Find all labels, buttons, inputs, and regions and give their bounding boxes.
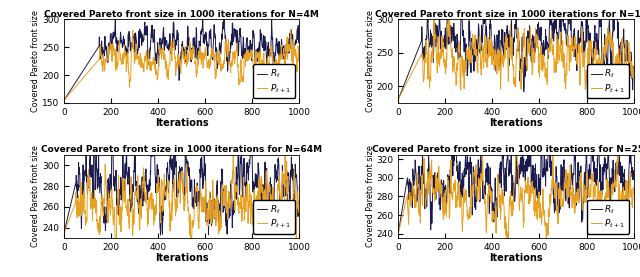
$P_{t+1}$ <box>295 185 303 188</box>
$R_t$ <box>248 59 255 62</box>
$P_{t+1}$ <box>156 49 163 53</box>
$R_t$ <box>222 38 230 41</box>
$P_{t+1}$ <box>164 179 172 183</box>
$P_{t+1}$ <box>243 54 251 57</box>
$R_t$ <box>157 234 164 237</box>
$P_{t+1}$ <box>614 143 621 146</box>
Title: Covered Pareto front size in 1000 iterations for N=16M: Covered Pareto front size in 1000 iterat… <box>376 10 640 19</box>
$R_t$ <box>84 178 92 182</box>
Line: $R_t$: $R_t$ <box>64 131 299 235</box>
$R_t$ <box>578 23 586 26</box>
$P_{t+1}$ <box>156 190 163 194</box>
$R_t$ <box>156 53 163 57</box>
$P_{t+1}$ <box>164 70 172 74</box>
$R_t$ <box>490 215 497 218</box>
$P_{t+1}$ <box>444 15 452 18</box>
$R_t$ <box>630 65 637 68</box>
$R_t$ <box>419 35 426 38</box>
$R_t$ <box>578 220 586 224</box>
$R_t$ <box>164 172 172 175</box>
Title: Covered Pareto front size in 1000 iterations for N=256M: Covered Pareto front size in 1000 iterat… <box>372 145 640 154</box>
$P_{t+1}$ <box>490 211 497 215</box>
$R_t$ <box>556 25 564 29</box>
$P_{t+1}$ <box>578 28 586 31</box>
$R_t$ <box>490 57 497 61</box>
$P_{t+1}$ <box>287 27 294 31</box>
$P_{t+1}$ <box>84 185 92 189</box>
Line: $R_t$: $R_t$ <box>64 16 299 100</box>
$R_t$ <box>244 52 252 55</box>
Y-axis label: Covered Pareto front size: Covered Pareto front size <box>31 145 40 247</box>
$P_{t+1}$ <box>498 200 506 203</box>
$R_t$ <box>244 164 252 168</box>
$R_t$ <box>394 98 402 101</box>
X-axis label: Iterations: Iterations <box>489 118 543 128</box>
$P_{t+1}$ <box>248 214 256 217</box>
$P_{t+1}$ <box>582 73 590 76</box>
$P_{t+1}$ <box>84 71 92 74</box>
Line: $P_{t+1}$: $P_{t+1}$ <box>64 150 299 259</box>
$P_{t+1}$ <box>60 231 68 235</box>
Title: Covered Pareto front size in 1000 iterations for N=4M: Covered Pareto front size in 1000 iterat… <box>44 10 319 19</box>
$P_{t+1}$ <box>490 47 497 50</box>
$R_t$ <box>630 178 637 181</box>
Legend: $R_t$, $P_{t+1}$: $R_t$, $P_{t+1}$ <box>587 200 629 234</box>
$R_t$ <box>295 36 303 39</box>
Line: $R_t$: $R_t$ <box>398 0 634 99</box>
Legend: $R_t$, $P_{t+1}$: $R_t$, $P_{t+1}$ <box>253 200 295 234</box>
$R_t$ <box>452 126 460 129</box>
$P_{t+1}$ <box>244 201 252 204</box>
$R_t$ <box>111 15 119 18</box>
$P_{t+1}$ <box>229 148 237 152</box>
$R_t$ <box>248 150 256 153</box>
$R_t$ <box>498 165 506 169</box>
$R_t$ <box>498 39 506 43</box>
$P_{t+1}$ <box>394 232 402 235</box>
X-axis label: Iterations: Iterations <box>155 118 209 128</box>
$P_{t+1}$ <box>248 53 255 56</box>
X-axis label: Iterations: Iterations <box>155 253 209 263</box>
$R_t$ <box>60 231 68 235</box>
$P_{t+1}$ <box>295 59 303 62</box>
Title: Covered Pareto front size in 1000 iterations for N=64M: Covered Pareto front size in 1000 iterat… <box>41 145 323 154</box>
$R_t$ <box>60 98 68 102</box>
$R_t$ <box>84 61 92 65</box>
$P_{t+1}$ <box>582 200 590 203</box>
$R_t$ <box>90 129 98 132</box>
$P_{t+1}$ <box>556 46 564 49</box>
Line: $R_t$: $R_t$ <box>398 127 634 234</box>
$R_t$ <box>295 199 303 202</box>
$R_t$ <box>156 176 163 179</box>
Y-axis label: Covered Pareto front size: Covered Pareto front size <box>365 10 375 112</box>
$R_t$ <box>419 172 426 176</box>
Line: $P_{t+1}$: $P_{t+1}$ <box>64 29 299 100</box>
$P_{t+1}$ <box>556 188 564 191</box>
$R_t$ <box>556 208 564 211</box>
$P_{t+1}$ <box>394 98 402 101</box>
$P_{t+1}$ <box>221 43 229 46</box>
$P_{t+1}$ <box>222 184 230 187</box>
Legend: $R_t$, $P_{t+1}$: $R_t$, $P_{t+1}$ <box>253 64 295 98</box>
$P_{t+1}$ <box>498 54 506 57</box>
Line: $P_{t+1}$: $P_{t+1}$ <box>398 145 634 246</box>
Legend: $R_t$, $P_{t+1}$: $R_t$, $P_{t+1}$ <box>587 64 629 98</box>
$P_{t+1}$ <box>112 258 120 261</box>
$P_{t+1}$ <box>419 53 426 57</box>
$R_t$ <box>222 217 230 221</box>
$P_{t+1}$ <box>60 98 68 102</box>
$P_{t+1}$ <box>630 192 637 195</box>
$P_{t+1}$ <box>504 244 511 248</box>
$R_t$ <box>164 47 172 50</box>
Y-axis label: Covered Pareto front size: Covered Pareto front size <box>365 145 375 247</box>
$P_{t+1}$ <box>419 193 426 197</box>
$P_{t+1}$ <box>578 188 586 191</box>
$R_t$ <box>582 35 589 38</box>
Line: $P_{t+1}$: $P_{t+1}$ <box>398 17 634 99</box>
$P_{t+1}$ <box>630 76 637 80</box>
X-axis label: Iterations: Iterations <box>489 253 543 263</box>
$R_t$ <box>394 232 402 235</box>
Y-axis label: Covered Pareto front size: Covered Pareto front size <box>31 10 40 112</box>
$R_t$ <box>582 163 590 166</box>
